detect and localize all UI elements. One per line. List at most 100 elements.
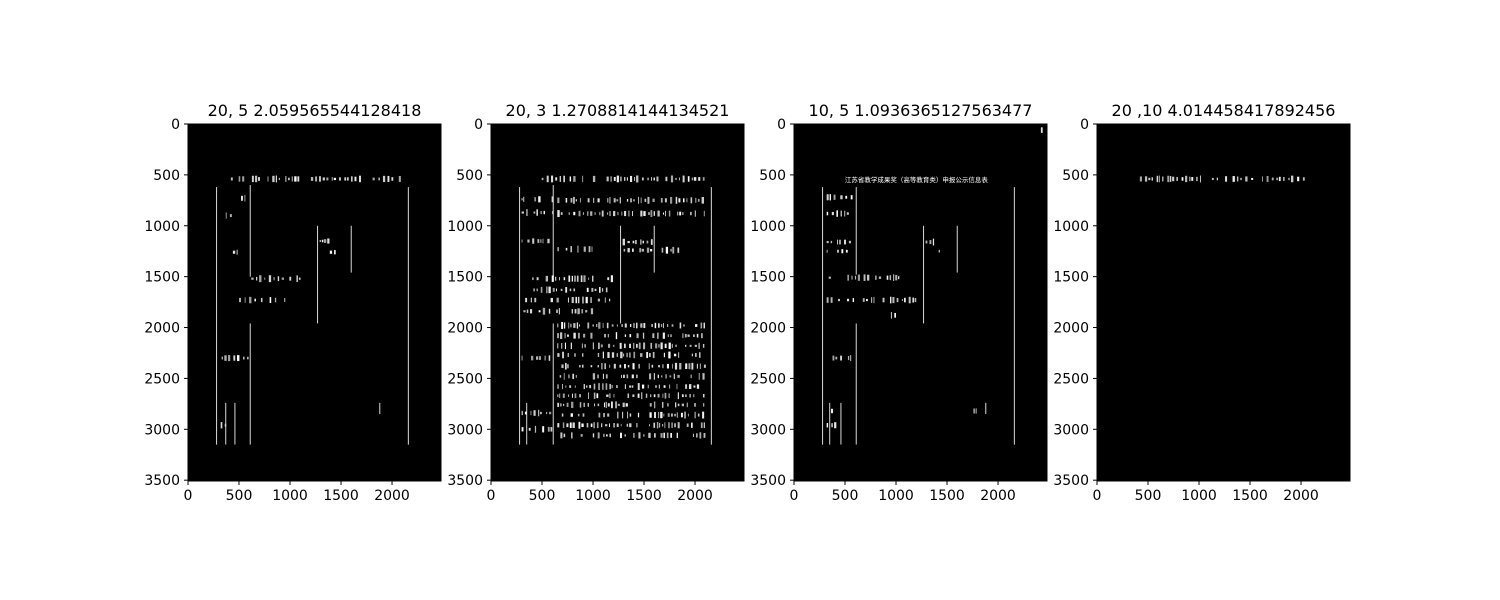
glyph-mark — [571, 401, 574, 409]
glyph-mark — [664, 343, 667, 348]
glyph-mark — [691, 353, 694, 357]
glyph-mark — [609, 383, 611, 390]
glyph-mark — [932, 238, 935, 246]
glyph-mark — [687, 334, 690, 337]
axes-frame — [490, 123, 745, 482]
glyph-mark — [667, 324, 669, 327]
glyph-mark — [220, 422, 223, 429]
glyph-mark — [609, 433, 611, 438]
glyph-mark — [652, 198, 655, 203]
glyph-mark — [702, 343, 705, 348]
glyph-mark — [845, 195, 848, 199]
glyph-mark — [699, 352, 701, 358]
glyph-mark — [660, 411, 663, 419]
glyph-mark — [581, 309, 584, 314]
y-tick-label: 1000 — [447, 219, 483, 235]
glyph-mark — [607, 198, 609, 203]
glyph-mark — [641, 392, 643, 400]
x-tick-label: 2000 — [374, 488, 410, 504]
text-band — [973, 408, 977, 414]
glyph-mark — [281, 277, 284, 280]
glyph-mark — [606, 322, 609, 329]
glyph-mark — [675, 177, 677, 181]
glyph-mark — [1167, 175, 1170, 183]
glyph-mark — [691, 362, 694, 370]
glyph-mark — [619, 342, 622, 349]
glyph-mark — [632, 394, 635, 397]
glyph-mark — [562, 384, 563, 390]
glyph-mark — [611, 352, 615, 358]
text-band — [541, 175, 705, 183]
glyph-mark — [540, 411, 542, 415]
glyph-mark — [684, 333, 687, 338]
glyph-mark — [277, 276, 280, 282]
glyph-mark — [571, 308, 573, 314]
text-band — [623, 246, 680, 254]
glyph-mark — [636, 343, 638, 348]
text-band — [622, 238, 653, 246]
glyph-mark — [528, 427, 531, 431]
glyph-mark — [693, 385, 696, 388]
text-band — [828, 274, 900, 282]
glyph-mark — [685, 394, 687, 397]
glyph-mark — [243, 356, 245, 360]
glyph-mark — [1189, 176, 1191, 182]
glyph-mark — [294, 176, 297, 182]
glyph-mark — [696, 363, 698, 369]
glyph-mark — [844, 210, 846, 217]
glyph-mark — [1144, 176, 1148, 182]
glyph-mark — [598, 342, 600, 350]
glyph-mark — [650, 210, 653, 217]
glyph-mark — [633, 342, 635, 349]
glyph-mark — [570, 198, 573, 203]
text-band — [532, 275, 613, 283]
glyph-mark — [686, 198, 688, 203]
glyph-mark — [1196, 176, 1198, 182]
glyph-mark — [691, 422, 693, 428]
glyph-mark — [845, 249, 848, 253]
glyph-mark — [675, 196, 678, 204]
glyph-mark — [662, 401, 664, 408]
image-marks — [519, 175, 712, 445]
glyph-mark — [654, 322, 657, 329]
glyph-mark — [626, 177, 628, 181]
glyph-mark — [671, 422, 673, 429]
text-band — [559, 372, 705, 380]
text-band — [521, 409, 552, 417]
glyph-mark — [588, 246, 591, 253]
glyph-mark — [523, 310, 526, 313]
glyph-mark — [578, 210, 581, 217]
glyph-mark — [841, 249, 844, 254]
glyph-mark — [658, 344, 660, 348]
glyph-mark — [532, 277, 534, 281]
glyph-mark — [1162, 176, 1164, 182]
glyph-mark — [592, 373, 596, 380]
glyph-mark — [671, 343, 673, 348]
glyph-mark — [661, 247, 664, 253]
glyph-mark — [523, 196, 525, 202]
glyph-mark — [569, 288, 572, 292]
glyph-mark — [640, 197, 642, 204]
glyph-mark — [582, 212, 584, 215]
glyph-mark — [542, 307, 546, 315]
glyph-mark — [867, 274, 870, 281]
glyph-mark — [831, 423, 833, 428]
glyph-mark — [679, 177, 680, 181]
glyph-mark — [664, 422, 666, 429]
glyph-mark — [593, 422, 595, 429]
glyph-mark — [662, 424, 664, 427]
glyph-mark — [693, 394, 695, 398]
glyph-mark — [570, 246, 573, 253]
glyph-mark — [681, 403, 684, 407]
glyph-mark — [1278, 176, 1281, 182]
glyph-mark — [587, 198, 590, 203]
glyph-mark — [557, 402, 560, 407]
glyph-mark — [643, 322, 646, 329]
glyph-mark — [664, 198, 667, 203]
y-tick-label: 3500 — [144, 473, 180, 489]
glyph-mark — [908, 296, 911, 304]
glyph-mark — [613, 211, 616, 217]
glyph-mark — [607, 333, 609, 338]
x-tick-label: 2000 — [980, 488, 1016, 504]
glyph-mark — [557, 384, 559, 389]
